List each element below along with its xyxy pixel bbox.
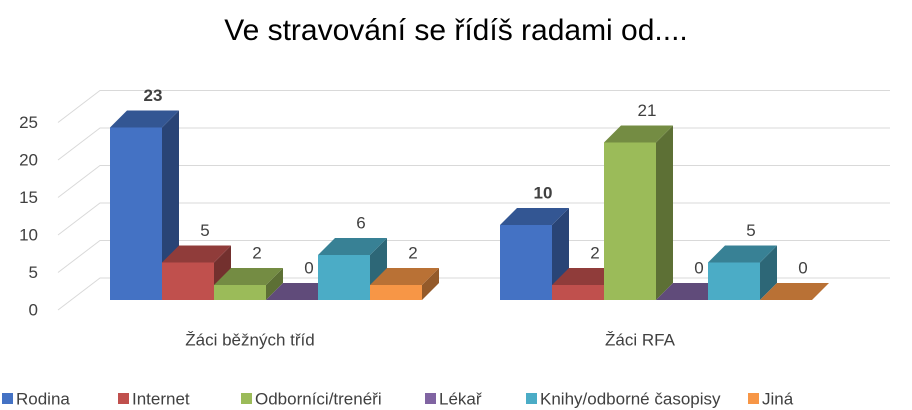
- data-label: 0: [798, 258, 807, 277]
- y-tick-label: 20: [19, 150, 38, 169]
- bar: [604, 142, 656, 300]
- bar-top: [708, 245, 777, 263]
- y-tick-label: 10: [19, 225, 38, 244]
- legend-swatch: [241, 393, 252, 404]
- bar-top: [552, 268, 621, 285]
- data-label: 2: [252, 243, 261, 262]
- bar: [162, 262, 214, 300]
- data-label: 10: [534, 183, 553, 202]
- bar: [214, 285, 266, 300]
- data-label: 2: [590, 243, 599, 262]
- data-label: 21: [638, 101, 657, 120]
- data-label: 0: [304, 258, 313, 277]
- bar-top: [214, 268, 283, 285]
- y-tick-label: 15: [19, 188, 38, 207]
- legend-label: Odborníci/trenéři: [255, 389, 382, 408]
- legend-label: Rodina: [16, 389, 70, 408]
- bar: [552, 285, 604, 300]
- y-tick-label: 0: [29, 300, 38, 319]
- grid-line: [57, 165, 890, 198]
- x-tick-label: Žáci RFA: [605, 330, 676, 349]
- legend-label: Jiná: [762, 389, 794, 408]
- y-tick-label: 5: [29, 263, 38, 282]
- bar-top: [656, 283, 725, 300]
- bar-top: [162, 245, 231, 263]
- bar-top: [110, 110, 179, 128]
- legend-label: Lékař: [439, 389, 482, 408]
- data-label: 6: [356, 213, 365, 232]
- bar-side: [760, 245, 777, 300]
- chart-title: Ve stravování se řídíš radami od....: [224, 14, 688, 47]
- legend-swatch: [526, 393, 537, 404]
- legend-swatch: [118, 393, 129, 404]
- data-label: 5: [200, 221, 209, 240]
- bar-top: [266, 283, 335, 300]
- legend-swatch: [2, 393, 13, 404]
- y-tick-label: 25: [19, 113, 38, 132]
- bar-side: [422, 268, 439, 300]
- legend-label: Internet: [132, 389, 190, 408]
- data-label: 0: [694, 258, 703, 277]
- bar: [708, 262, 760, 300]
- bar-top: [760, 283, 829, 300]
- bar-top: [370, 268, 439, 285]
- bar-top: [318, 238, 387, 255]
- bar: [110, 127, 162, 300]
- x-tick-label: Žáci běžných tříd: [185, 330, 314, 349]
- bar: [500, 225, 552, 300]
- legend-swatch: [748, 393, 759, 404]
- bar-side: [656, 125, 673, 300]
- legend-swatch: [425, 393, 436, 404]
- bar-top: [500, 208, 569, 225]
- bar: [370, 285, 422, 300]
- data-label: 5: [746, 221, 755, 240]
- bar-side: [266, 268, 283, 300]
- grid-line: [57, 90, 890, 123]
- bar-top: [604, 125, 673, 143]
- data-label: 2: [408, 243, 417, 262]
- data-label: 23: [144, 86, 163, 105]
- bar: [318, 255, 370, 300]
- grid-line: [57, 127, 890, 161]
- legend-label: Knihy/odborné časopisy: [540, 389, 721, 408]
- grid-line: [57, 202, 890, 236]
